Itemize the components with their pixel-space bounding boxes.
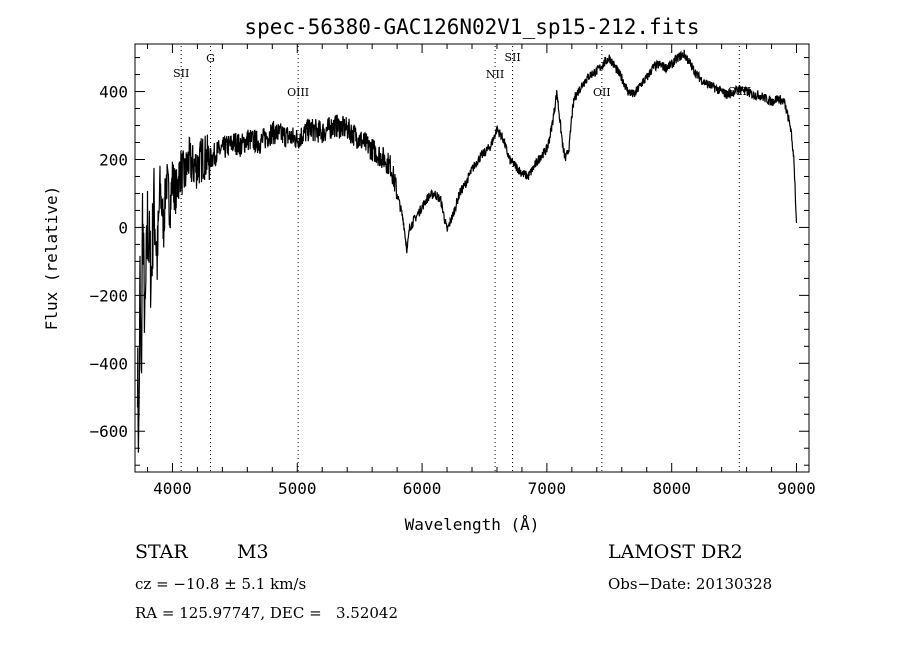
x-tick-label: 8000 [652, 479, 691, 498]
survey-name: LAMOST DR2 [608, 541, 743, 563]
x-tick-label: 6000 [403, 479, 442, 498]
object-type: STAR [135, 541, 188, 563]
line-marker-label: SII [173, 67, 189, 80]
x-tick-label: 9000 [777, 479, 816, 498]
object-subclass: M3 [237, 541, 269, 563]
axis-tick-labels: 4000 5000 6000 7000 8000 9000 −600 −400 −200 0 200… [89, 83, 815, 498]
y-tick-label: −200 [89, 286, 128, 305]
observation-date: Obs−Date: 20130328 [608, 575, 773, 593]
line-marker-label: NII [486, 68, 504, 81]
coordinates: RA = 125.97747, DEC = 3.52042 [135, 604, 399, 622]
line-marker-label: OII [593, 86, 611, 99]
x-tick-label: 5000 [278, 479, 317, 498]
plot-frame [134, 43, 810, 473]
redshift-info: cz = −10.8 ± 5.1 km/s [135, 575, 307, 593]
line-marker-label: SII [504, 51, 520, 64]
axis-ticks [135, 44, 809, 472]
y-tick-label: −600 [89, 422, 128, 441]
x-tick-label: 4000 [153, 479, 192, 498]
line-marker-label: G [206, 52, 215, 65]
y-tick-label: 200 [99, 150, 128, 169]
y-axis-label: Flux (relative) [42, 186, 61, 331]
y-tick-label: −400 [89, 354, 128, 373]
y-tick-label: 400 [99, 83, 128, 102]
line-marker-label: OIII [287, 86, 309, 99]
x-axis-label: Wavelength (Å) [405, 515, 540, 534]
x-tick-label: 7000 [528, 479, 567, 498]
spectrum-line [136, 49, 798, 453]
y-tick-label: 0 [118, 218, 128, 237]
chart-title: spec-56380-GAC126N02V1_sp15-212.fits [244, 15, 699, 39]
